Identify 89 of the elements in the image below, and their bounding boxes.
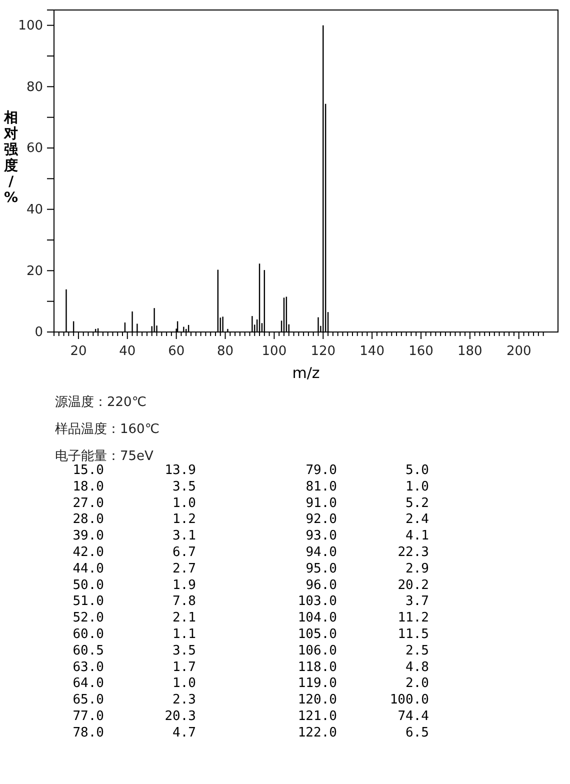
text: 81.0 — [306, 479, 337, 494]
text: 42.0 — [72, 545, 104, 560]
text: 3.5 — [172, 479, 196, 494]
text: 106.0 — [298, 643, 337, 658]
text: 105.0 — [298, 627, 337, 642]
x-tick-label: 20 — [70, 344, 87, 360]
text: 1.7 — [172, 660, 196, 675]
text: 63.0 — [72, 660, 104, 675]
y-tick-label: 80 — [26, 80, 43, 95]
text: 119.0 — [298, 676, 337, 692]
text: 65.0 — [72, 692, 104, 708]
text: 3.7 — [406, 594, 429, 610]
text: 样品温度：160℃ — [55, 421, 160, 437]
y-tick-label: 100 — [18, 18, 43, 34]
text: 44.0 — [72, 561, 104, 576]
x-tick-label: 80 — [216, 344, 234, 360]
text: 20.2 — [398, 578, 429, 593]
text: 27.0 — [72, 496, 104, 511]
x-tick-label: 100 — [262, 344, 287, 360]
text: 100.0 — [390, 692, 429, 708]
x-axis-title: m/z — [292, 364, 320, 382]
text: 5.2 — [406, 496, 429, 511]
text: 104.0 — [298, 610, 337, 626]
text: 79.0 — [306, 463, 337, 478]
text: 96.0 — [306, 578, 337, 593]
x-tick-label: 120 — [310, 344, 336, 360]
text: 95.0 — [306, 561, 337, 576]
text: 1.1 — [172, 627, 196, 642]
x-tick-label: 180 — [458, 344, 482, 360]
text: 122.0 — [298, 725, 337, 740]
text: 1.0 — [406, 479, 429, 494]
y-tick-label: 40 — [26, 202, 43, 218]
text: 93.0 — [306, 528, 337, 544]
text: 4.8 — [406, 660, 429, 675]
x-tick-label: 140 — [360, 344, 384, 360]
text: 电子能量：75eV — [55, 449, 154, 464]
text: 5.0 — [406, 463, 429, 478]
text: 1.2 — [172, 512, 196, 528]
text: 2.5 — [406, 643, 429, 658]
text: 13.9 — [164, 463, 196, 478]
text: 52.0 — [72, 610, 104, 626]
text: 22.3 — [398, 545, 429, 560]
text: 91.0 — [306, 496, 337, 511]
y-tick-label: 0 — [34, 325, 43, 340]
text: 28.0 — [72, 512, 104, 528]
text: 1.0 — [172, 496, 196, 511]
x-tick-label: 60 — [168, 344, 185, 360]
text: 39.0 — [72, 528, 104, 544]
text: 18.0 — [72, 479, 104, 494]
text: 50.0 — [72, 578, 104, 593]
text: 6.5 — [406, 725, 429, 740]
x-tick-label: 40 — [119, 344, 136, 360]
text: 2.3 — [172, 692, 196, 708]
text: 121.0 — [298, 709, 337, 724]
text: 60.0 — [72, 627, 104, 642]
text: 3.1 — [172, 528, 196, 544]
text: 15.0 — [72, 463, 104, 478]
text: 11.2 — [398, 610, 429, 626]
text: 20.3 — [164, 709, 196, 724]
text: 6.7 — [172, 545, 196, 560]
text: 源温度：220℃ — [55, 394, 146, 410]
text: 118.0 — [298, 660, 337, 675]
text: 2.9 — [406, 561, 429, 576]
text: 77.0 — [72, 709, 104, 724]
text: 60.5 — [72, 643, 104, 658]
text: 11.5 — [398, 627, 429, 642]
text: 120.0 — [298, 692, 337, 708]
text: 1.0 — [172, 676, 196, 692]
text: 2.4 — [406, 512, 430, 528]
text: 78.0 — [72, 725, 104, 740]
text: 94.0 — [306, 545, 337, 560]
text: 4.1 — [406, 528, 429, 544]
text: 64.0 — [72, 676, 104, 692]
text: 51.0 — [72, 594, 104, 610]
text: 2.1 — [172, 610, 196, 626]
text: 2.7 — [172, 561, 196, 576]
text: 4.7 — [172, 725, 196, 740]
text: 103.0 — [298, 594, 337, 610]
y-tick-label: 60 — [26, 141, 43, 156]
text: 92.0 — [306, 512, 337, 528]
x-tick-label: 200 — [506, 344, 532, 360]
text: 7.8 — [172, 594, 196, 610]
text: 3.5 — [172, 643, 196, 658]
y-tick-label: 20 — [26, 264, 43, 279]
text: 74.4 — [398, 709, 430, 724]
x-tick-label: 160 — [408, 344, 434, 360]
y-axis-title: 相对强度/% — [3, 110, 19, 206]
text: 1.9 — [172, 578, 196, 593]
text: 2.0 — [406, 676, 429, 692]
